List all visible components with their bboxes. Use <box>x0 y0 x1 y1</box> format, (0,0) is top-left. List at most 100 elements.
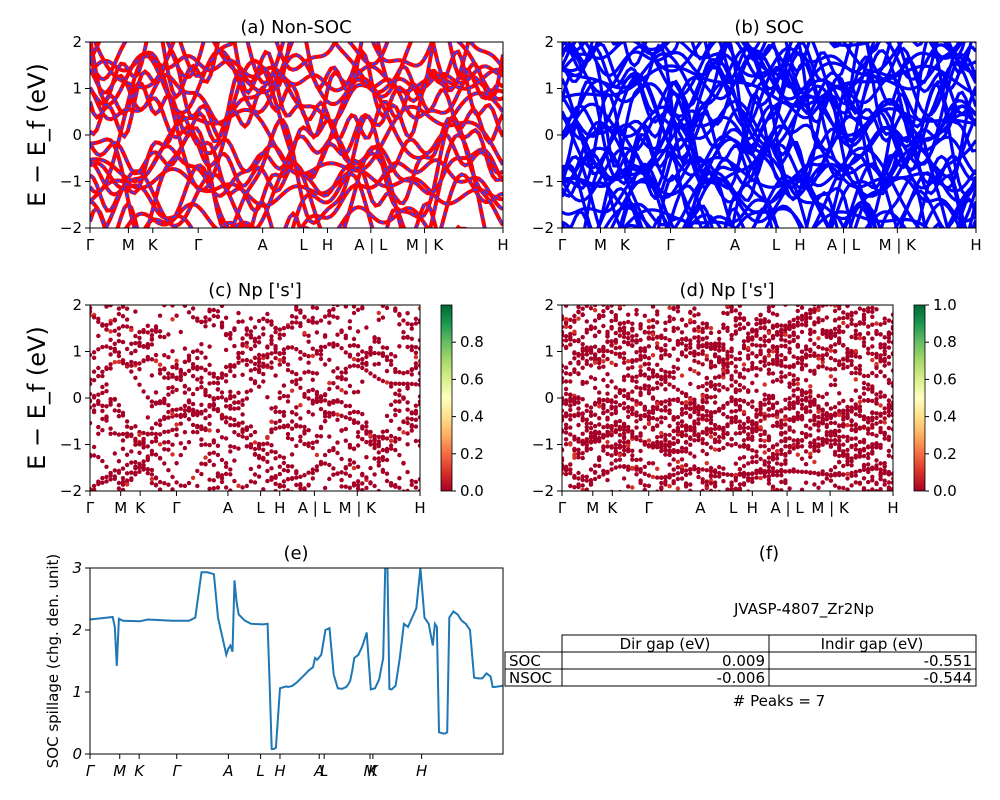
projected-point <box>712 447 718 452</box>
projected-point <box>174 288 178 292</box>
projected-point <box>738 515 742 519</box>
projected-point <box>741 429 747 434</box>
projected-point <box>174 375 179 380</box>
projected-point <box>376 310 381 316</box>
projected-point <box>787 287 791 291</box>
projected-point <box>795 315 800 321</box>
projected-point <box>862 291 866 295</box>
projected-point <box>154 278 158 282</box>
projected-point <box>808 426 813 431</box>
projected-point <box>281 479 287 484</box>
projected-point <box>820 442 825 447</box>
projected-point <box>285 324 291 330</box>
projected-point <box>630 434 635 439</box>
projected-point <box>758 401 763 406</box>
projected-point <box>166 415 171 420</box>
projected-point <box>91 444 97 450</box>
projected-point <box>191 518 195 522</box>
projected-point <box>779 468 784 473</box>
projected-point <box>808 315 813 320</box>
projected-point <box>800 298 804 302</box>
projected-point <box>613 330 618 336</box>
projected-point <box>405 497 409 501</box>
projected-point <box>774 332 780 337</box>
projected-point <box>153 352 159 358</box>
projected-point <box>605 356 610 362</box>
projected-point <box>572 291 576 295</box>
projected-point <box>318 344 324 350</box>
projected-point <box>828 478 834 483</box>
projected-point <box>617 402 623 408</box>
projected-point <box>795 323 800 328</box>
projected-point <box>249 526 253 530</box>
projected-point <box>261 364 266 369</box>
projected-point <box>215 380 221 385</box>
material-id: JVASP-4807_Zr2Np <box>733 600 874 619</box>
projected-point <box>563 426 569 431</box>
projected-point <box>783 469 788 474</box>
projected-point <box>360 424 365 429</box>
projected-point <box>322 314 328 319</box>
projected-point <box>609 342 614 348</box>
projected-point <box>96 392 101 397</box>
projected-point <box>630 465 635 471</box>
projected-point <box>347 462 353 467</box>
projected-point <box>804 534 808 538</box>
projected-point <box>380 447 386 453</box>
projected-point <box>630 321 635 326</box>
projected-point <box>360 361 365 366</box>
projected-point <box>866 455 871 461</box>
projected-point <box>195 348 200 353</box>
projected-point <box>630 411 635 417</box>
projected-point <box>626 396 631 401</box>
projected-point <box>812 369 817 374</box>
projected-point <box>380 434 386 439</box>
projected-point <box>741 362 747 367</box>
projected-point <box>692 358 697 363</box>
projected-point <box>397 540 401 544</box>
projected-point <box>588 430 594 436</box>
projected-point <box>166 482 171 487</box>
projected-point <box>343 465 348 470</box>
projected-point <box>100 512 104 516</box>
projected-point <box>634 295 638 299</box>
projected-point <box>646 444 652 449</box>
projected-point <box>281 424 287 430</box>
projected-point <box>605 383 610 389</box>
projected-point <box>766 464 772 469</box>
projected-point <box>588 467 594 472</box>
projected-point <box>795 469 800 474</box>
projected-point <box>874 365 879 371</box>
projected-point <box>92 292 96 296</box>
projected-point <box>878 322 883 327</box>
projected-point <box>605 272 609 276</box>
projected-point <box>837 438 842 443</box>
projected-point <box>799 317 805 322</box>
projected-point <box>845 315 850 320</box>
projected-point <box>245 272 249 276</box>
projected-point <box>837 324 842 329</box>
projected-point <box>133 464 138 469</box>
projected-point <box>576 316 581 321</box>
panel-a-ytick-label: −1 <box>60 173 82 191</box>
projected-point <box>770 444 776 449</box>
projected-point <box>861 448 867 453</box>
projected-point <box>671 441 676 446</box>
projected-point <box>841 295 845 299</box>
projected-point <box>145 330 150 335</box>
projected-point <box>861 336 867 341</box>
projected-point <box>700 393 705 399</box>
projected-point <box>149 452 155 457</box>
projected-point <box>770 393 776 399</box>
projected-point <box>700 477 705 482</box>
projected-point <box>808 327 813 332</box>
projected-point <box>347 411 353 416</box>
projected-point <box>153 483 159 488</box>
projected-point <box>642 439 647 445</box>
projected-point <box>887 255 891 259</box>
projected-point <box>688 436 693 441</box>
projected-point <box>228 422 233 428</box>
projected-point <box>182 390 188 395</box>
projected-point <box>626 439 631 444</box>
projected-point <box>261 441 266 447</box>
